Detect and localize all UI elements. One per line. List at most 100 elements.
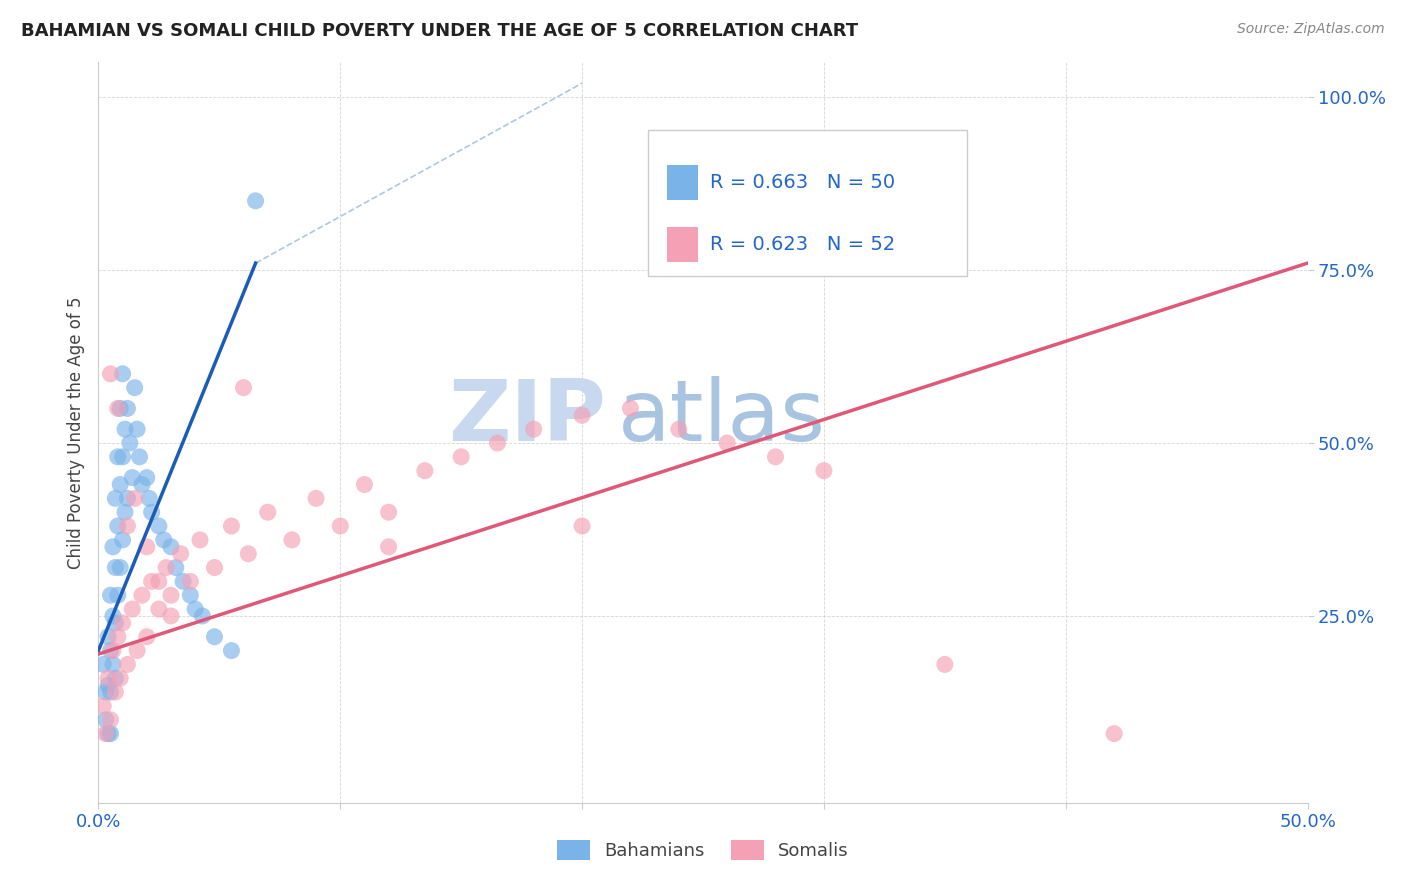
Point [108,671,131,685]
Point [486,436,509,450]
Point [100,726,122,740]
Point [107,401,129,416]
Point [111,450,134,464]
Point [108,401,131,416]
Text: R = 0.663   N = 50: R = 0.663 N = 50 [710,173,896,192]
Text: R = 0.623   N = 52: R = 0.623 N = 52 [710,235,896,254]
Point [169,547,191,561]
Point [108,560,131,574]
Point [127,643,149,657]
Point [94,713,117,727]
Point [232,381,254,395]
Point [104,671,127,685]
Point [152,533,174,547]
Point [450,450,472,464]
Point [148,519,170,533]
Point [100,588,122,602]
Point [114,505,136,519]
Point [813,464,835,478]
Point [121,602,143,616]
Point [104,491,127,506]
Point [118,436,141,450]
Point [179,588,201,602]
Point [172,574,194,589]
Text: BAHAMIAN VS SOMALI CHILD POVERTY UNDER THE AGE OF 5 CORRELATION CHART: BAHAMIAN VS SOMALI CHILD POVERTY UNDER T… [21,22,858,40]
Point [1102,726,1125,740]
Point [256,505,278,519]
Point [523,422,546,436]
Point [111,533,134,547]
Point [184,602,207,616]
Point [413,464,436,478]
Point [124,491,146,506]
Point [101,657,124,672]
Point [107,630,129,644]
Point [91,657,114,672]
Point [179,574,201,589]
Point [155,560,177,574]
Point [117,491,139,506]
Point [117,519,139,533]
Point [204,560,226,574]
Point [128,450,150,464]
Point [111,615,134,630]
Point [104,615,127,630]
Point [765,450,787,464]
Point [108,477,131,491]
Legend: Bahamians, Somalis: Bahamians, Somalis [557,839,849,861]
Text: atlas: atlas [619,376,827,459]
Point [221,643,243,657]
Point [160,540,183,554]
Point [160,609,183,624]
Point [329,519,352,533]
Point [221,519,243,533]
Point [97,678,120,692]
Point [148,574,170,589]
Point [100,367,122,381]
Point [97,630,120,644]
Point [111,367,134,381]
Point [353,477,375,491]
Point [121,470,143,484]
Point [160,588,183,602]
Y-axis label: Child Poverty Under the Age of 5: Child Poverty Under the Age of 5 [66,296,84,569]
Point [131,588,153,602]
Point [571,519,593,533]
Point [191,609,214,624]
Point [101,540,124,554]
Point [117,401,139,416]
Point [135,470,157,484]
Text: ZIP: ZIP [449,376,606,459]
Point [668,422,690,436]
Point [124,381,146,395]
Point [716,436,738,450]
Point [135,630,157,644]
Point [245,194,267,208]
Point [117,657,139,672]
Point [91,698,114,713]
Point [188,533,211,547]
Point [141,574,163,589]
Point [934,657,956,672]
Point [238,547,260,561]
Point [377,540,399,554]
Point [97,671,120,685]
Point [104,685,127,699]
Point [305,491,328,506]
Point [107,450,129,464]
Point [104,560,127,574]
Point [204,630,226,644]
Point [165,560,187,574]
Point [94,726,117,740]
Point [97,726,120,740]
Point [619,401,641,416]
Point [101,609,124,624]
Point [135,540,157,554]
Point [127,422,149,436]
Point [571,409,593,423]
Point [107,519,129,533]
Point [107,588,129,602]
Point [138,491,160,506]
Point [101,643,124,657]
Point [94,685,117,699]
